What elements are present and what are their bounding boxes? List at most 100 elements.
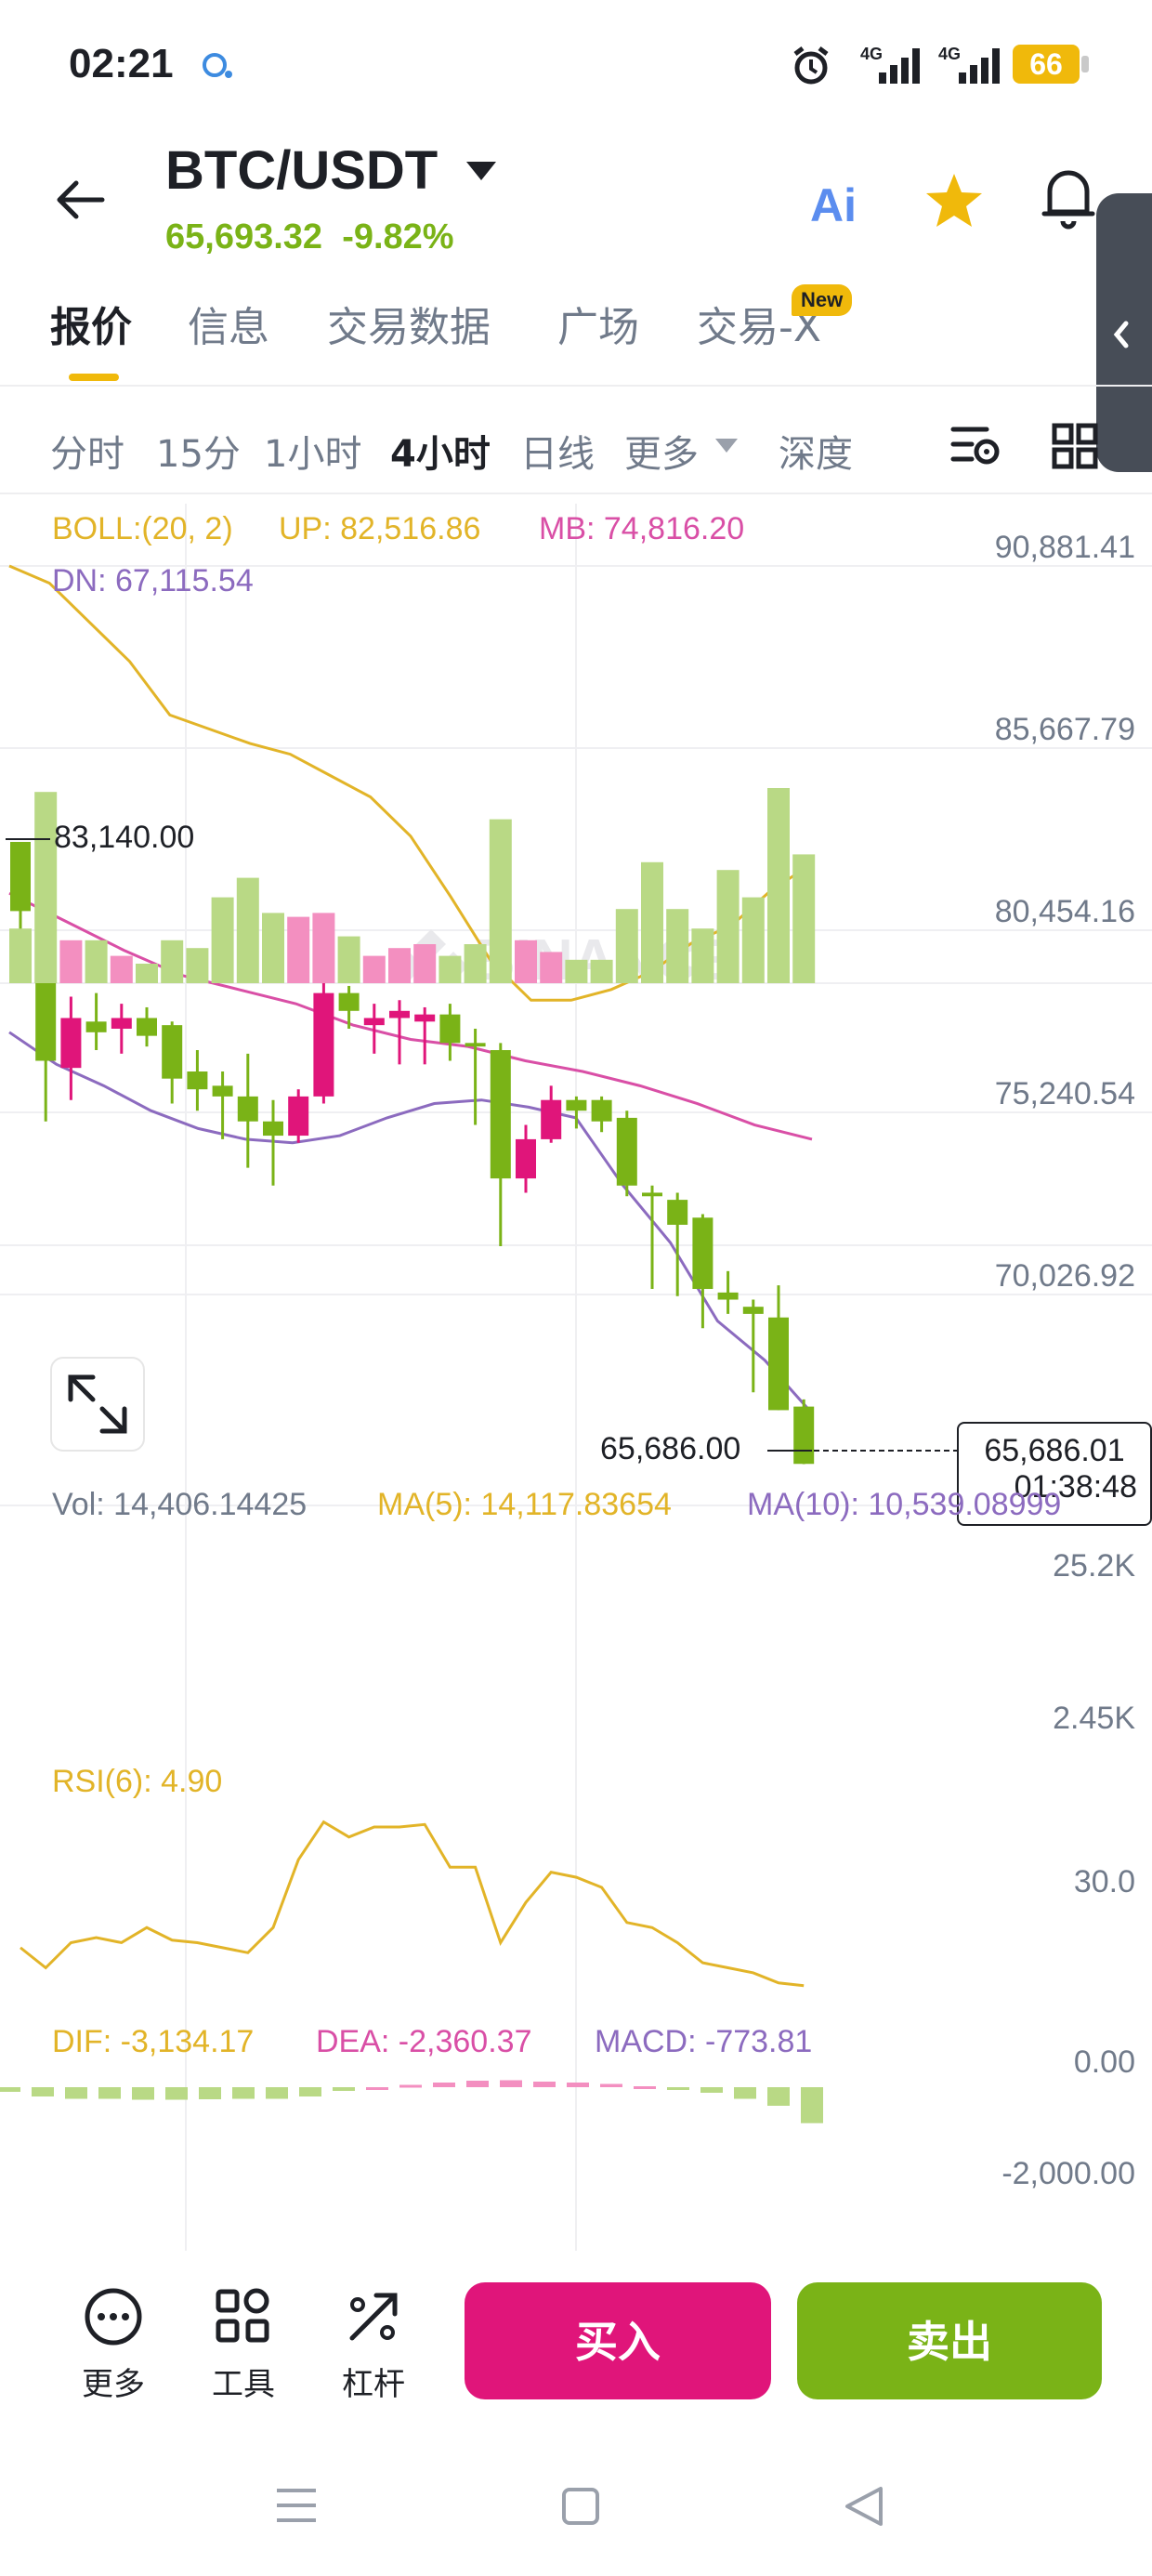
nav-home-icon[interactable] — [561, 2487, 600, 2530]
macd-histogram-bar — [567, 2083, 589, 2087]
candle-body — [591, 1099, 612, 1122]
header-price: 65,693.32 -9.82% — [165, 217, 454, 257]
macd-histogram-bar — [98, 2087, 121, 2099]
tab-square[interactable]: 广场 — [557, 304, 639, 351]
bell-notification-icon[interactable] — [1039, 164, 1098, 234]
volume-bar — [641, 861, 663, 983]
volume-bar — [565, 959, 588, 983]
more-dropdown-icon[interactable] — [713, 437, 740, 459]
volume-bar — [161, 940, 184, 983]
price-axis-2: 85,667.79 — [994, 712, 1135, 747]
leverage-icon — [349, 2293, 398, 2341]
interval-timeshare[interactable]: 分时 — [50, 433, 124, 476]
candle-body — [237, 1096, 258, 1122]
candle-countdown: 01:38:48 — [1014, 1469, 1137, 1505]
more-button[interactable]: 更多 — [58, 2286, 169, 2404]
tab-quote[interactable]: 报价 — [50, 304, 132, 351]
candle-body — [516, 1138, 536, 1179]
tools-grid-icon — [216, 2288, 269, 2343]
candle-body — [60, 1018, 82, 1069]
rsi-axis: 30.0 — [1073, 1864, 1135, 1899]
boll-mb-line — [8, 891, 813, 1141]
macd-histogram-bar — [0, 2087, 20, 2092]
vol-ma5-label: MA(5): 14,117.83654 — [377, 1487, 672, 1522]
volume-bar — [615, 909, 638, 983]
volume-bar — [9, 928, 32, 983]
macd-histogram-bar — [299, 2087, 321, 2096]
svg-text:4G: 4G — [860, 45, 883, 63]
candle-body — [642, 1192, 662, 1197]
fullscreen-button[interactable] — [50, 1357, 145, 1452]
nav-menu-icon[interactable] — [275, 2487, 318, 2528]
interval-daily[interactable]: 日线 — [520, 433, 595, 476]
vol-axis-bottom: 2.45K — [1053, 1701, 1135, 1736]
high-marker-line — [6, 838, 50, 840]
macd-histogram-bar — [466, 2081, 489, 2087]
back-arrow-icon[interactable] — [52, 177, 108, 227]
macd-histogram-bar — [32, 2087, 54, 2096]
interval-1h[interactable]: 1小时 — [264, 433, 362, 476]
status-time: 02:21 — [69, 41, 174, 86]
leverage-button[interactable]: 杠杆 — [318, 2286, 429, 2404]
macd-histogram-bar — [232, 2087, 255, 2099]
macd-histogram-bar — [634, 2086, 656, 2089]
macd-histogram-bar — [199, 2087, 221, 2099]
volume-bar — [489, 819, 512, 983]
candle-body — [313, 992, 334, 1097]
volume-bar — [262, 913, 284, 983]
alarm-icon — [790, 45, 832, 91]
candle-body — [616, 1117, 637, 1186]
interval-15m[interactable]: 15分 — [156, 433, 241, 476]
candle-body — [137, 1018, 157, 1036]
volume-bar — [34, 792, 58, 983]
macd-axis-top: 0.00 — [1073, 2044, 1135, 2080]
nav-back-icon[interactable] — [844, 2485, 884, 2531]
ai-icon[interactable]: Ai — [810, 179, 857, 231]
last-price-value: 65,686.01 — [984, 1433, 1125, 1468]
candle-body — [490, 1049, 511, 1179]
volume-bar — [666, 909, 689, 983]
volume-bar — [85, 940, 108, 983]
signal-4g-icon: 4G — [851, 43, 925, 89]
volume-bar — [590, 959, 613, 983]
boll-dn-label: DN: 67,115.54 — [52, 563, 254, 598]
tools-button[interactable]: 工具 — [188, 2286, 299, 2404]
more-label: 更多 — [82, 2366, 145, 2403]
chat-bubble-icon — [199, 50, 234, 85]
macd-histogram-bar — [667, 2087, 689, 2090]
battery-tip — [1081, 56, 1089, 72]
candle-body — [742, 1307, 764, 1314]
buy-button[interactable]: 买入 — [465, 2282, 771, 2399]
candle-body — [10, 841, 31, 912]
macd-histogram-bar — [366, 2087, 388, 2090]
chart-settings-icon[interactable] — [949, 420, 1001, 476]
tabs-divider — [0, 385, 1152, 387]
volume-bar — [741, 897, 765, 983]
last-price-text: 65,693.32 — [165, 217, 323, 256]
candle-body — [717, 1292, 739, 1300]
star-favorite-icon[interactable] — [923, 171, 985, 234]
layout-grid-icon[interactable] — [1052, 420, 1098, 476]
pair-dropdown-icon[interactable] — [465, 160, 498, 188]
candle-body — [363, 1018, 385, 1026]
price-axis-1: 90,881.41 — [994, 530, 1135, 565]
pair-title[interactable]: BTC/USDT — [165, 140, 439, 201]
volume-bar — [337, 936, 360, 983]
side-panel-handle[interactable] — [1096, 193, 1152, 472]
main-chart[interactable]: BINANCE — [0, 494, 1152, 2251]
volume-bar — [236, 877, 259, 983]
macd-value-label: MACD: -773.81 — [595, 2024, 813, 2059]
volume-bar — [767, 788, 790, 983]
volume-bar — [287, 916, 310, 983]
interval-depth[interactable]: 深度 — [779, 433, 853, 476]
tab-trading-data[interactable]: 交易数据 — [327, 304, 491, 351]
sell-button[interactable]: 卖出 — [797, 2282, 1102, 2399]
battery-indicator: 66 — [1013, 45, 1080, 84]
candle-body — [768, 1317, 789, 1411]
macd-histogram-bar — [65, 2087, 87, 2099]
interval-more[interactable]: 更多 — [624, 433, 699, 476]
macd-histogram-bar — [165, 2087, 188, 2100]
volume-bar — [716, 870, 740, 983]
interval-4h[interactable]: 4小时 — [390, 433, 491, 476]
tab-info[interactable]: 信息 — [188, 304, 269, 351]
